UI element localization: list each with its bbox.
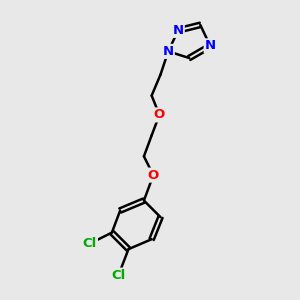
Text: Cl: Cl [83,237,97,250]
Text: O: O [154,108,165,122]
Text: O: O [148,169,159,182]
Text: N: N [205,39,216,52]
Text: Cl: Cl [111,268,126,282]
Text: N: N [163,45,174,58]
Text: N: N [172,24,184,37]
